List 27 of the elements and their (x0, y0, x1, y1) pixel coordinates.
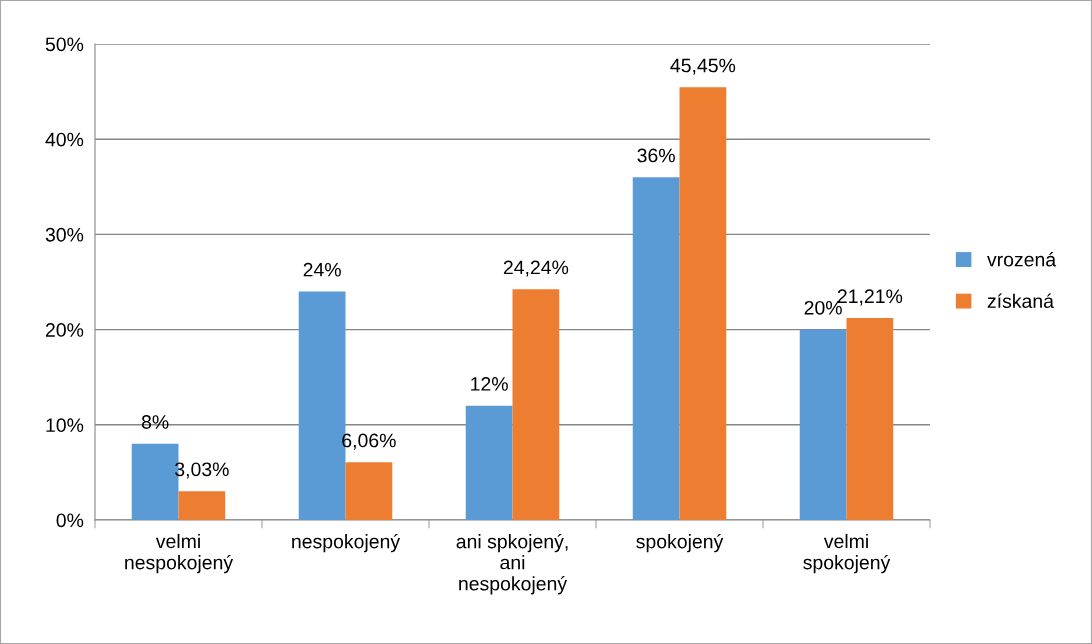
data-label: 8% (141, 415, 169, 429)
y-tick-label: 50% (45, 37, 84, 52)
y-tick-label: 10% (46, 418, 84, 433)
y-tick-label: 40% (45, 132, 84, 147)
data-label: 45,45% (670, 58, 736, 75)
x-tick-label: ani spkojený, ani nespokojený (456, 533, 568, 595)
legend-label: získaná (987, 293, 1054, 309)
x-tick-label: velmi nespokojený (125, 533, 234, 574)
data-label: 12% (471, 377, 508, 391)
x-tick-label: velmi spokojený (803, 533, 891, 574)
data-label: 24,24% (503, 260, 569, 277)
y-tick-label: 20% (45, 323, 84, 337)
bar (345, 462, 393, 520)
bar (512, 289, 560, 520)
bar (846, 318, 894, 520)
y-tick-label: 0% (56, 513, 84, 528)
bar (679, 87, 727, 520)
bar (178, 491, 226, 520)
data-label: 24% (303, 262, 341, 277)
x-tick-label: nespokojený (292, 533, 401, 553)
y-tick-label: 30% (45, 227, 84, 242)
data-label: 36% (637, 148, 675, 163)
x-tick-label: spokojený (636, 533, 724, 553)
legend-label: vrozená (987, 251, 1057, 267)
bar (799, 329, 847, 520)
bar (465, 405, 513, 520)
bar (632, 177, 680, 520)
